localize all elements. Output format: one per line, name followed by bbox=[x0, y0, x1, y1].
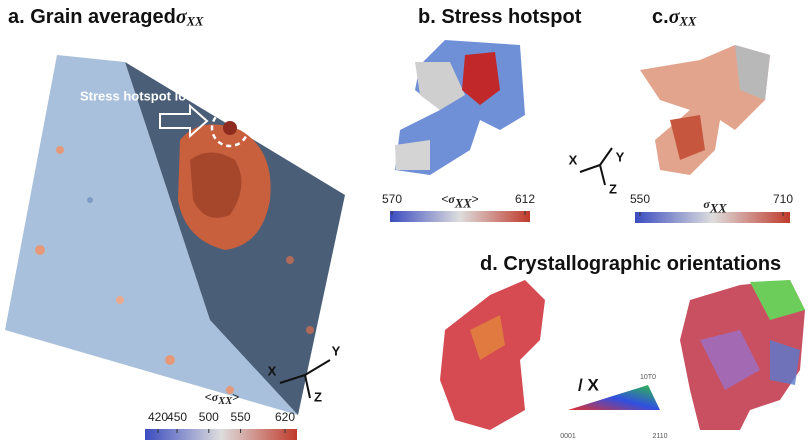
open: < bbox=[205, 390, 212, 404]
orientation-render bbox=[440, 280, 805, 430]
legend-label: / X bbox=[578, 375, 599, 394]
subscript: XX bbox=[186, 14, 204, 28]
legend-corner: 0001 bbox=[560, 433, 576, 440]
colorbar-tick-label: 710 bbox=[773, 192, 793, 206]
annotation: Stress hotspot location bbox=[80, 88, 225, 103]
colorbar-tick-label: 570 bbox=[382, 192, 402, 206]
label: c.σXX bbox=[652, 6, 697, 29]
label: d. Crystallographic orientations bbox=[480, 253, 781, 275]
colorbar-tick-label: 612 bbox=[515, 192, 535, 206]
colorbar-tick-label: 550 bbox=[231, 410, 251, 424]
label: d. Crystallographic orientations bbox=[480, 253, 781, 275]
axis-label: X bbox=[268, 363, 277, 378]
close: > bbox=[232, 390, 239, 404]
legend-corner: 2110 bbox=[652, 433, 667, 440]
label: a. Grain averagedσXX bbox=[8, 6, 204, 29]
grain-block bbox=[5, 55, 345, 415]
axis-label: Y bbox=[332, 343, 341, 358]
label: b. Stress hotspot bbox=[418, 6, 582, 28]
label: c. bbox=[652, 6, 669, 28]
axis-label: Z bbox=[609, 181, 617, 196]
subscript: XX bbox=[217, 396, 233, 407]
colorbar bbox=[390, 211, 530, 222]
colorbar-tick-label: 620 bbox=[275, 410, 295, 424]
colorbar-tick-label: 450 bbox=[167, 410, 187, 424]
label: <σXX> bbox=[441, 192, 478, 211]
label: b. Stress hotspot bbox=[418, 6, 582, 28]
hotspot-render bbox=[395, 40, 525, 175]
axis-label: X bbox=[569, 152, 578, 167]
colorbar bbox=[145, 429, 297, 440]
colorbar-tick-label: 420 bbox=[148, 410, 168, 424]
colorbar-tick-label: 550 bbox=[630, 192, 650, 206]
subscript: XX bbox=[678, 14, 696, 28]
figure: a. Grain averagedσXX b. Stress hotspot c.σ… bbox=[0, 0, 811, 443]
subscript: XX bbox=[454, 196, 472, 210]
stress-render bbox=[640, 45, 770, 175]
colorbar-tick-label: 500 bbox=[199, 410, 219, 424]
subscript: XX bbox=[709, 201, 727, 215]
axis-label: Y bbox=[616, 149, 625, 164]
label: a. Grain averaged bbox=[8, 6, 176, 28]
close: > bbox=[472, 192, 479, 206]
legend-corner: 10T0 bbox=[640, 374, 656, 381]
open: < bbox=[441, 192, 448, 206]
axis-label: Z bbox=[314, 389, 322, 404]
